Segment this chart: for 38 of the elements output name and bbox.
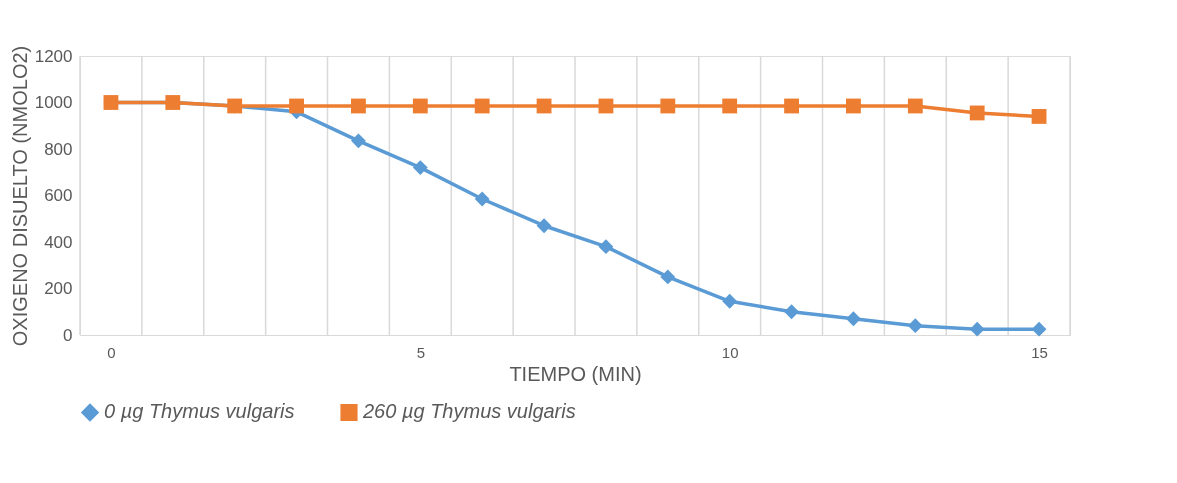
x-tick-label: 15 (1031, 343, 1048, 361)
point (351, 98, 366, 114)
point (846, 311, 861, 327)
y-tick-label: 1000 (34, 93, 73, 112)
point (722, 293, 738, 309)
x-tick-label: 5 (416, 343, 425, 361)
point (412, 98, 428, 114)
x-tick-label: 0 (107, 343, 116, 361)
x-axis-title: TIEMPO (MIN) (509, 362, 642, 385)
y-tick-label: 0 (63, 325, 73, 345)
legend-label: 260 µg Thymus vulgaris (362, 400, 576, 423)
y-tick-label: 600 (44, 186, 73, 205)
point (784, 98, 799, 114)
y-tick-label: 1200 (34, 46, 73, 66)
point (846, 98, 861, 114)
legend-label: 0 µg Thymus vulgaris (104, 400, 295, 423)
x-tick-label: 10 (721, 343, 739, 361)
point (969, 321, 985, 337)
point (474, 191, 490, 207)
y-axis-title: OXIGENO DISUELTO (NMOLO2) (8, 45, 31, 347)
point (969, 105, 985, 121)
point (412, 160, 428, 176)
point (660, 269, 676, 285)
point (598, 239, 614, 255)
point (660, 98, 676, 114)
point (289, 98, 304, 114)
point (722, 98, 738, 114)
point (536, 218, 552, 234)
point (784, 304, 799, 320)
y-tick-label: 400 (44, 232, 73, 252)
point (1031, 109, 1047, 124)
y-tick-label: 800 (44, 139, 73, 159)
point (474, 98, 490, 114)
point (907, 98, 923, 114)
point (1031, 321, 1047, 337)
point (907, 318, 923, 334)
y-tick-label: 200 (44, 279, 73, 298)
point (351, 133, 366, 149)
